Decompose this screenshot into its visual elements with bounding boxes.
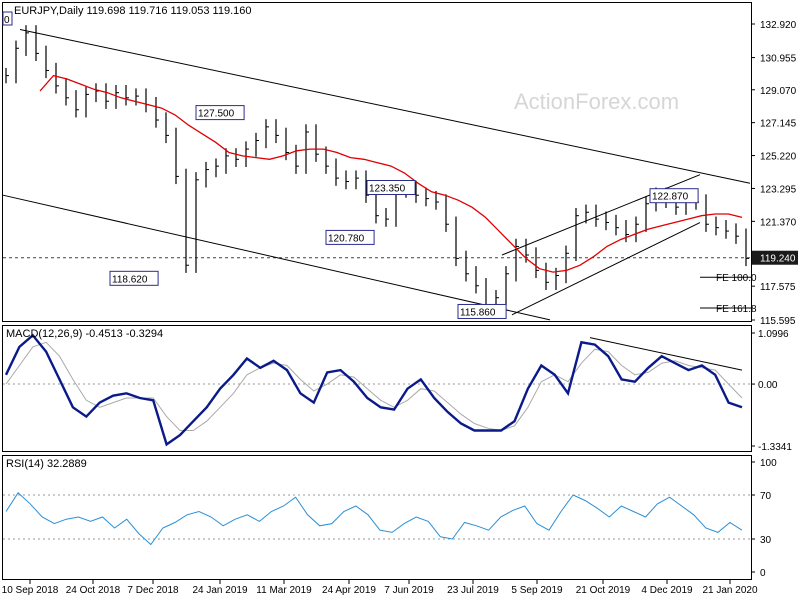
annotation-label-3: 120.780 <box>328 233 365 244</box>
annotation-box-3 <box>325 229 375 245</box>
channel-lower-line <box>2 194 551 321</box>
annotation-label-5: 122.870 <box>652 192 689 203</box>
macd-tick-label-0: 1.0996 <box>758 329 789 340</box>
price-tick-label-1: 130.955 <box>760 54 797 65</box>
annotation-label-4: 115.860 <box>460 307 496 318</box>
rsi-tick-label-3: 0 <box>760 568 766 579</box>
x-tick-label-7: 23 Jul 2019 <box>447 585 499 596</box>
annotation-label-0: 127.500 <box>198 109 235 120</box>
rsi-tick-label-0: 100 <box>760 458 777 469</box>
price-tick-label-3: 127.145 <box>760 119 797 130</box>
x-tick-label-3: 24 Jan 2019 <box>192 585 247 596</box>
annotation-label-6: FE 100.0 <box>716 273 757 284</box>
annotation-label-1: 118.620 <box>112 274 148 285</box>
rsi-tick-label-2: 30 <box>760 535 772 546</box>
rsi-tick-label-1: 70 <box>760 491 772 502</box>
macd-label: MACD(12,26,9) -0.4513 -0.3294 <box>6 328 163 340</box>
x-tick-label-2: 7 Dec 2018 <box>127 585 179 596</box>
x-tick-label-10: 4 Dec 2019 <box>641 585 693 596</box>
rsi-line <box>5 492 743 546</box>
rsi-label: RSI(14) 32.2889 <box>6 458 87 470</box>
price-tick-label-6: 121.370 <box>760 217 797 228</box>
left-marker-label: 0 <box>4 15 10 26</box>
price-tick-label-8: 117.575 <box>760 282 796 293</box>
annotation-box-5 <box>649 188 699 204</box>
price-tick-label-0: 132.920 <box>760 20 797 31</box>
x-tick-label-8: 5 Sep 2019 <box>511 585 563 596</box>
annotation-box-2 <box>366 180 416 196</box>
x-tick-label-6: 7 Jun 2019 <box>384 585 434 596</box>
watermark: ActionForex.com <box>514 89 679 114</box>
x-tick-label-1: 24 Oct 2018 <box>66 585 121 596</box>
macd-trendline <box>589 337 743 371</box>
annotation-box-0 <box>195 105 245 121</box>
x-tick-label-9: 21 Oct 2019 <box>576 585 631 596</box>
rising-channel-upper <box>501 174 701 256</box>
price-panel <box>2 2 752 322</box>
current-price-box <box>752 250 798 265</box>
chart-title: EURJPY,Daily 119.698 119.716 119.053 119… <box>14 5 252 17</box>
sma-line <box>39 74 743 273</box>
price-tick-label-2: 129.070 <box>760 86 797 97</box>
current-price-label: 119.240 <box>760 254 796 265</box>
rising-channel-lower <box>511 222 701 316</box>
x-tick-label-5: 24 Apr 2019 <box>322 585 376 596</box>
annotation-label-2: 123.350 <box>369 184 406 195</box>
macd-panel <box>2 325 752 452</box>
price-tick-label-9: 115.595 <box>760 316 796 327</box>
left-marker-box <box>2 11 13 26</box>
annotation-box-1 <box>109 270 159 286</box>
price-tick-label-4: 125.220 <box>760 152 797 163</box>
price-tick-label-5: 123.295 <box>760 184 797 195</box>
channel-upper-line <box>19 28 751 184</box>
x-tick-label-4: 11 Mar 2019 <box>256 585 312 596</box>
macd-signal-line <box>5 341 743 432</box>
macd-line <box>4 333 743 447</box>
x-tick-label-0: 10 Sep 2018 <box>2 585 59 596</box>
x-tick-label-11: 21 Jan 2020 <box>702 585 757 596</box>
annotation-label-7: FE 161.8 <box>716 304 757 315</box>
macd-tick-label-1: 0.00 <box>758 380 778 391</box>
macd-tick-label-2: -1.3341 <box>758 442 792 453</box>
rsi-panel <box>2 455 752 580</box>
annotation-box-4 <box>457 303 507 319</box>
